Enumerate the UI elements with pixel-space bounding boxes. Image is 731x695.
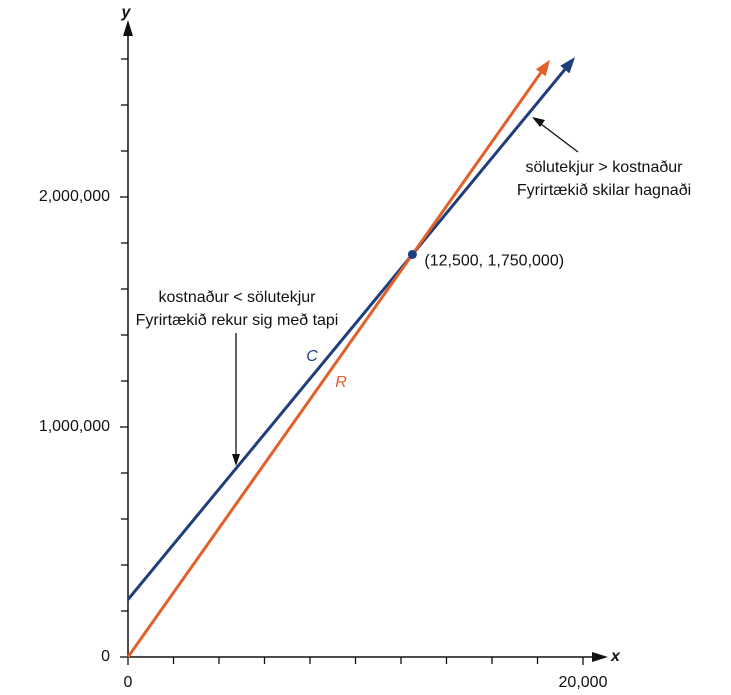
y-tick-label: 1,000,000: [39, 418, 110, 435]
point-label: (12,500, 1,750,000): [424, 253, 564, 270]
series-line: [126, 68, 567, 601]
x-tick-label: 0: [124, 674, 133, 691]
arrowhead: [535, 59, 551, 77]
arrowhead: [560, 57, 576, 74]
intersection-point: [407, 250, 417, 259]
annotation-arrowhead: [232, 454, 240, 466]
annotation: Fyrirtækið skilar hagnaði: [517, 182, 691, 199]
annotation-arrowhead: [532, 117, 545, 127]
y-axis-arrow: [123, 20, 133, 36]
annotation: kostnaður < sölutekjur: [159, 289, 317, 306]
series-label: R: [335, 374, 347, 391]
y-axis-label: y: [121, 4, 132, 21]
annotation-arrow: [540, 123, 579, 153]
x-axis-label: x: [610, 648, 621, 665]
annotation: sölutekjur > kostnaður: [526, 159, 684, 176]
x-tick-label: 20,000: [559, 674, 608, 691]
series-label: C: [306, 348, 318, 365]
axes: [127, 30, 598, 658]
y-tick-label: 2,000,000: [39, 188, 110, 205]
annotation: Fyrirtækið rekur sig með tapi: [136, 312, 339, 329]
y-tick-label: 0: [101, 648, 110, 665]
series-line: [126, 71, 543, 658]
x-axis-arrow: [592, 652, 608, 662]
